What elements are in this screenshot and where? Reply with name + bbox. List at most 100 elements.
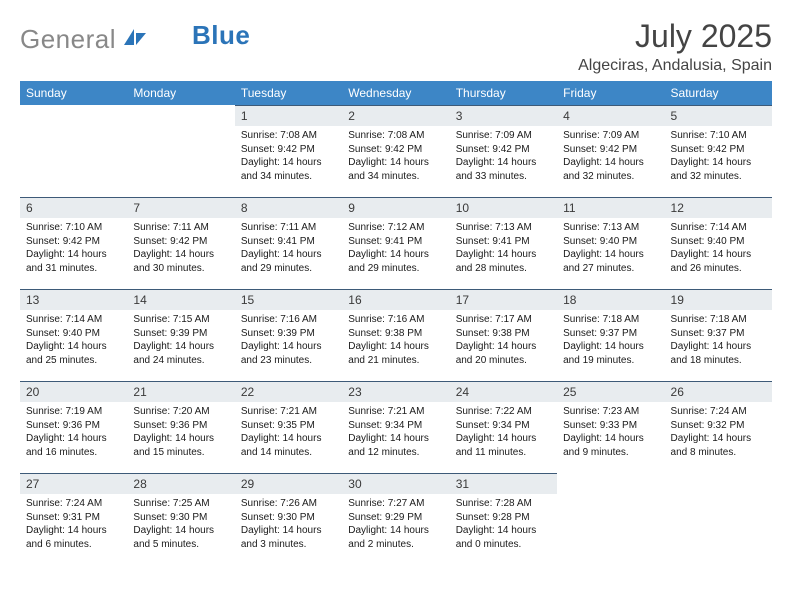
calendar-week-row: 6Sunrise: 7:10 AMSunset: 9:42 PMDaylight… xyxy=(20,197,772,289)
calendar-day-cell: 12Sunrise: 7:14 AMSunset: 9:40 PMDayligh… xyxy=(665,197,772,289)
calendar-table: SundayMondayTuesdayWednesdayThursdayFrid… xyxy=(20,81,772,565)
day-number: 8 xyxy=(235,197,342,218)
day-number: 5 xyxy=(665,105,772,126)
calendar-day-cell: 19Sunrise: 7:18 AMSunset: 9:37 PMDayligh… xyxy=(665,289,772,381)
calendar-day-cell: 16Sunrise: 7:16 AMSunset: 9:38 PMDayligh… xyxy=(342,289,449,381)
day-number: 10 xyxy=(450,197,557,218)
calendar-day-cell: 30Sunrise: 7:27 AMSunset: 9:29 PMDayligh… xyxy=(342,473,449,565)
calendar-day-cell: 26Sunrise: 7:24 AMSunset: 9:32 PMDayligh… xyxy=(665,381,772,473)
logo: General Blue xyxy=(20,24,250,55)
day-details: Sunrise: 7:11 AMSunset: 9:41 PMDaylight:… xyxy=(235,218,342,281)
day-details: Sunrise: 7:28 AMSunset: 9:28 PMDaylight:… xyxy=(450,494,557,557)
day-number: 31 xyxy=(450,473,557,494)
day-details: Sunrise: 7:13 AMSunset: 9:40 PMDaylight:… xyxy=(557,218,664,281)
calendar-week-row: 27Sunrise: 7:24 AMSunset: 9:31 PMDayligh… xyxy=(20,473,772,565)
calendar-day-cell: 7Sunrise: 7:11 AMSunset: 9:42 PMDaylight… xyxy=(127,197,234,289)
day-number: 21 xyxy=(127,381,234,402)
calendar-week-row: 20Sunrise: 7:19 AMSunset: 9:36 PMDayligh… xyxy=(20,381,772,473)
day-details: Sunrise: 7:22 AMSunset: 9:34 PMDaylight:… xyxy=(450,402,557,465)
day-details: Sunrise: 7:14 AMSunset: 9:40 PMDaylight:… xyxy=(20,310,127,373)
day-number: 27 xyxy=(20,473,127,494)
day-details: Sunrise: 7:11 AMSunset: 9:42 PMDaylight:… xyxy=(127,218,234,281)
logo-text-blue: Blue xyxy=(192,20,250,51)
calendar-day-cell: 18Sunrise: 7:18 AMSunset: 9:37 PMDayligh… xyxy=(557,289,664,381)
day-number: 4 xyxy=(557,105,664,126)
calendar-week-row: 13Sunrise: 7:14 AMSunset: 9:40 PMDayligh… xyxy=(20,289,772,381)
weekday-header-row: SundayMondayTuesdayWednesdayThursdayFrid… xyxy=(20,81,772,105)
weekday-header: Monday xyxy=(127,81,234,105)
calendar-day-cell: 15Sunrise: 7:16 AMSunset: 9:39 PMDayligh… xyxy=(235,289,342,381)
day-number: 23 xyxy=(342,381,449,402)
day-number: 14 xyxy=(127,289,234,310)
day-details: Sunrise: 7:16 AMSunset: 9:38 PMDaylight:… xyxy=(342,310,449,373)
calendar-day-cell: 25Sunrise: 7:23 AMSunset: 9:33 PMDayligh… xyxy=(557,381,664,473)
weekday-header: Saturday xyxy=(665,81,772,105)
day-number: 3 xyxy=(450,105,557,126)
day-number: 18 xyxy=(557,289,664,310)
calendar-day-cell: 6Sunrise: 7:10 AMSunset: 9:42 PMDaylight… xyxy=(20,197,127,289)
calendar-day-cell: 4Sunrise: 7:09 AMSunset: 9:42 PMDaylight… xyxy=(557,105,664,197)
day-details: Sunrise: 7:13 AMSunset: 9:41 PMDaylight:… xyxy=(450,218,557,281)
day-number: 15 xyxy=(235,289,342,310)
day-details: Sunrise: 7:24 AMSunset: 9:32 PMDaylight:… xyxy=(665,402,772,465)
calendar-day-cell: 29Sunrise: 7:26 AMSunset: 9:30 PMDayligh… xyxy=(235,473,342,565)
day-details: Sunrise: 7:09 AMSunset: 9:42 PMDaylight:… xyxy=(557,126,664,189)
calendar-day-cell: 27Sunrise: 7:24 AMSunset: 9:31 PMDayligh… xyxy=(20,473,127,565)
calendar-day-cell: 14Sunrise: 7:15 AMSunset: 9:39 PMDayligh… xyxy=(127,289,234,381)
day-details: Sunrise: 7:17 AMSunset: 9:38 PMDaylight:… xyxy=(450,310,557,373)
day-details: Sunrise: 7:21 AMSunset: 9:34 PMDaylight:… xyxy=(342,402,449,465)
day-details: Sunrise: 7:27 AMSunset: 9:29 PMDaylight:… xyxy=(342,494,449,557)
calendar-day-cell: 3Sunrise: 7:09 AMSunset: 9:42 PMDaylight… xyxy=(450,105,557,197)
day-details: Sunrise: 7:18 AMSunset: 9:37 PMDaylight:… xyxy=(665,310,772,373)
location-text: Algeciras, Andalusia, Spain xyxy=(578,57,772,75)
day-number: 11 xyxy=(557,197,664,218)
day-details: Sunrise: 7:08 AMSunset: 9:42 PMDaylight:… xyxy=(235,126,342,189)
calendar-day-cell: 31Sunrise: 7:28 AMSunset: 9:28 PMDayligh… xyxy=(450,473,557,565)
logo-sail-icon xyxy=(122,27,148,52)
day-details: Sunrise: 7:18 AMSunset: 9:37 PMDaylight:… xyxy=(557,310,664,373)
day-details: Sunrise: 7:16 AMSunset: 9:39 PMDaylight:… xyxy=(235,310,342,373)
calendar-day-cell: 20Sunrise: 7:19 AMSunset: 9:36 PMDayligh… xyxy=(20,381,127,473)
calendar-day-cell xyxy=(557,473,664,565)
weekday-header: Thursday xyxy=(450,81,557,105)
day-number: 12 xyxy=(665,197,772,218)
weekday-header: Wednesday xyxy=(342,81,449,105)
calendar-day-cell: 23Sunrise: 7:21 AMSunset: 9:34 PMDayligh… xyxy=(342,381,449,473)
weekday-header: Friday xyxy=(557,81,664,105)
calendar-day-cell: 2Sunrise: 7:08 AMSunset: 9:42 PMDaylight… xyxy=(342,105,449,197)
calendar-day-cell: 13Sunrise: 7:14 AMSunset: 9:40 PMDayligh… xyxy=(20,289,127,381)
weekday-header: Tuesday xyxy=(235,81,342,105)
day-number: 28 xyxy=(127,473,234,494)
day-details: Sunrise: 7:12 AMSunset: 9:41 PMDaylight:… xyxy=(342,218,449,281)
calendar-day-cell: 21Sunrise: 7:20 AMSunset: 9:36 PMDayligh… xyxy=(127,381,234,473)
calendar-day-cell xyxy=(665,473,772,565)
header: General Blue July 2025 Algeciras, Andalu… xyxy=(20,18,772,75)
calendar-day-cell xyxy=(20,105,127,197)
day-number: 25 xyxy=(557,381,664,402)
calendar-day-cell: 17Sunrise: 7:17 AMSunset: 9:38 PMDayligh… xyxy=(450,289,557,381)
day-number: 30 xyxy=(342,473,449,494)
calendar-day-cell: 11Sunrise: 7:13 AMSunset: 9:40 PMDayligh… xyxy=(557,197,664,289)
calendar-body: 1Sunrise: 7:08 AMSunset: 9:42 PMDaylight… xyxy=(20,105,772,565)
day-details: Sunrise: 7:23 AMSunset: 9:33 PMDaylight:… xyxy=(557,402,664,465)
day-number: 16 xyxy=(342,289,449,310)
calendar-day-cell: 24Sunrise: 7:22 AMSunset: 9:34 PMDayligh… xyxy=(450,381,557,473)
day-details: Sunrise: 7:09 AMSunset: 9:42 PMDaylight:… xyxy=(450,126,557,189)
day-number: 1 xyxy=(235,105,342,126)
weekday-header: Sunday xyxy=(20,81,127,105)
calendar-day-cell xyxy=(127,105,234,197)
day-number: 7 xyxy=(127,197,234,218)
calendar-week-row: 1Sunrise: 7:08 AMSunset: 9:42 PMDaylight… xyxy=(20,105,772,197)
month-title: July 2025 xyxy=(578,18,772,55)
calendar-day-cell: 10Sunrise: 7:13 AMSunset: 9:41 PMDayligh… xyxy=(450,197,557,289)
day-details: Sunrise: 7:21 AMSunset: 9:35 PMDaylight:… xyxy=(235,402,342,465)
calendar-day-cell: 1Sunrise: 7:08 AMSunset: 9:42 PMDaylight… xyxy=(235,105,342,197)
day-details: Sunrise: 7:10 AMSunset: 9:42 PMDaylight:… xyxy=(20,218,127,281)
day-details: Sunrise: 7:15 AMSunset: 9:39 PMDaylight:… xyxy=(127,310,234,373)
calendar-day-cell: 22Sunrise: 7:21 AMSunset: 9:35 PMDayligh… xyxy=(235,381,342,473)
day-number: 6 xyxy=(20,197,127,218)
day-details: Sunrise: 7:14 AMSunset: 9:40 PMDaylight:… xyxy=(665,218,772,281)
day-details: Sunrise: 7:08 AMSunset: 9:42 PMDaylight:… xyxy=(342,126,449,189)
calendar-day-cell: 5Sunrise: 7:10 AMSunset: 9:42 PMDaylight… xyxy=(665,105,772,197)
day-details: Sunrise: 7:26 AMSunset: 9:30 PMDaylight:… xyxy=(235,494,342,557)
